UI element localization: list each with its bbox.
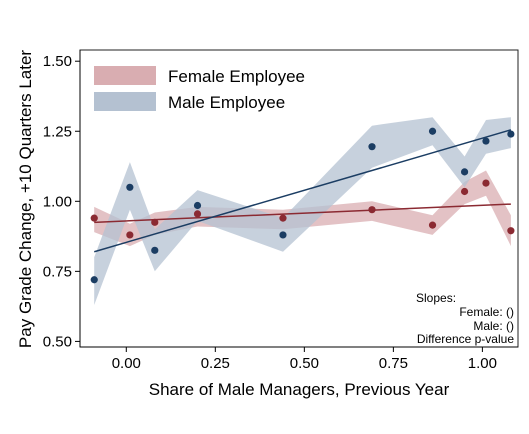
female-data-point [279, 214, 287, 222]
slopes-annotation: Slopes: Female: () Male: () Difference p… [416, 291, 514, 346]
y-axis-title: Pay Grade Change, +10 Quarters Later [16, 50, 35, 348]
slope-female: Female: () [459, 305, 514, 319]
male-data-point [279, 231, 287, 239]
female-data-point [151, 218, 159, 226]
legend-label-male: Male Employee [168, 93, 285, 112]
male-data-point [193, 201, 202, 210]
x-tick-label: 0.25 [201, 355, 230, 372]
female-data-point [482, 179, 490, 187]
male-data-point [151, 246, 159, 254]
x-axis-title: Share of Male Managers, Previous Year [149, 380, 450, 399]
male-fit-line [94, 129, 512, 253]
y-tick-label: 0.75 [43, 263, 72, 280]
female-data-point [428, 221, 437, 229]
legend-swatch-female [94, 66, 156, 85]
legend-swatch-male [94, 92, 156, 111]
x-tick-label: 1.00 [468, 355, 497, 372]
male-confidence-band [94, 117, 511, 305]
female-data-point [507, 227, 515, 235]
female-data-point [368, 206, 376, 214]
difference-p-value: Difference p-value [417, 332, 514, 346]
axes: 0.50 0.75 1.00 1.25 1.50 0.00 0.25 0.50 0.75 1.00 [43, 50, 518, 372]
male-data-point [368, 143, 376, 151]
x-tick-label: 0.50 [290, 355, 319, 372]
male-data-point [482, 137, 490, 145]
legend-label-female: Female Employee [168, 67, 305, 86]
y-tick-label: 1.00 [43, 193, 72, 210]
data-points [90, 127, 515, 284]
y-tick-label: 1.50 [43, 53, 72, 70]
fit-lines [94, 129, 512, 253]
x-tick-label: 0.75 [379, 355, 408, 372]
female-data-point [460, 187, 469, 196]
male-data-point [126, 183, 134, 191]
female-fit-line [94, 203, 511, 224]
male-data-point [460, 168, 469, 176]
slope-male: Male: () [473, 319, 514, 333]
female-data-point [90, 214, 98, 222]
x-tick-label: 0.00 [112, 355, 141, 372]
legend: Female Employee Male Employee [94, 66, 305, 112]
male-data-point [507, 130, 515, 138]
male-data-point [90, 276, 98, 284]
female-data-point [193, 210, 202, 218]
male-data-point [428, 127, 437, 135]
y-tick-label: 1.25 [43, 123, 72, 140]
y-tick-label: 0.50 [43, 333, 72, 350]
female-data-point [126, 231, 134, 239]
slopes-header: Slopes: [416, 291, 456, 305]
confidence-bands [94, 117, 511, 305]
